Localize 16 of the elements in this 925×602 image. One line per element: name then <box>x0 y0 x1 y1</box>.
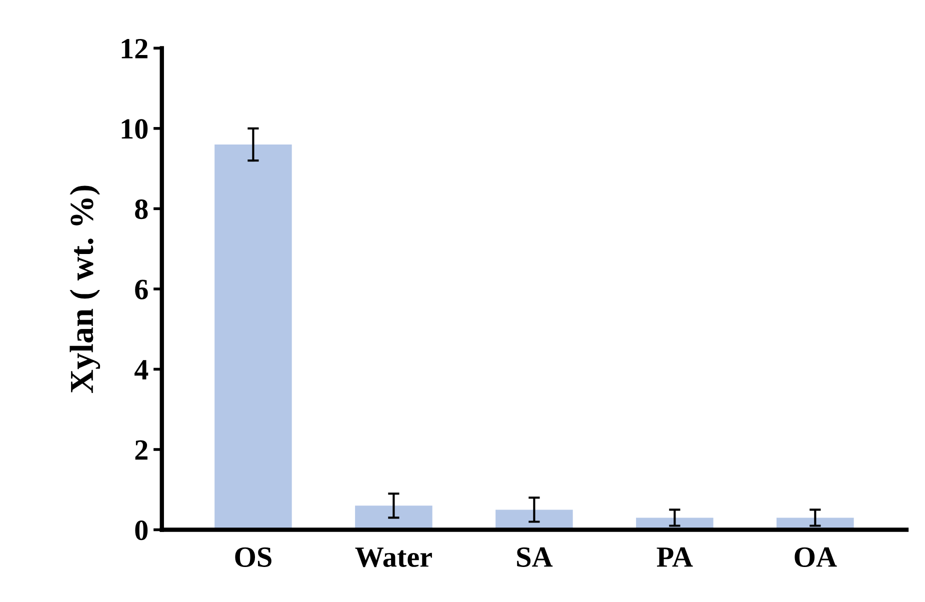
y-tick-label: 12 <box>122 38 148 58</box>
bar <box>496 510 573 530</box>
x-tick-label: Water <box>355 548 432 568</box>
y-axis-title: Xylan ( wt. %) <box>70 186 100 393</box>
x-tick-label: OS <box>235 547 272 567</box>
x-tick-label: OA <box>794 547 837 567</box>
y-tick-label: 10 <box>122 119 148 139</box>
x-tick-label: SA <box>517 547 553 567</box>
y-tick-label: 2 <box>135 440 148 460</box>
x-tick-label: PA <box>656 547 693 567</box>
bar <box>214 144 292 530</box>
y-tick-label: 6 <box>135 280 148 300</box>
bar <box>355 506 432 530</box>
y-tick-label: 4 <box>134 360 148 380</box>
y-tick-label: 0 <box>135 520 148 540</box>
y-tick-label: 8 <box>135 199 148 220</box>
